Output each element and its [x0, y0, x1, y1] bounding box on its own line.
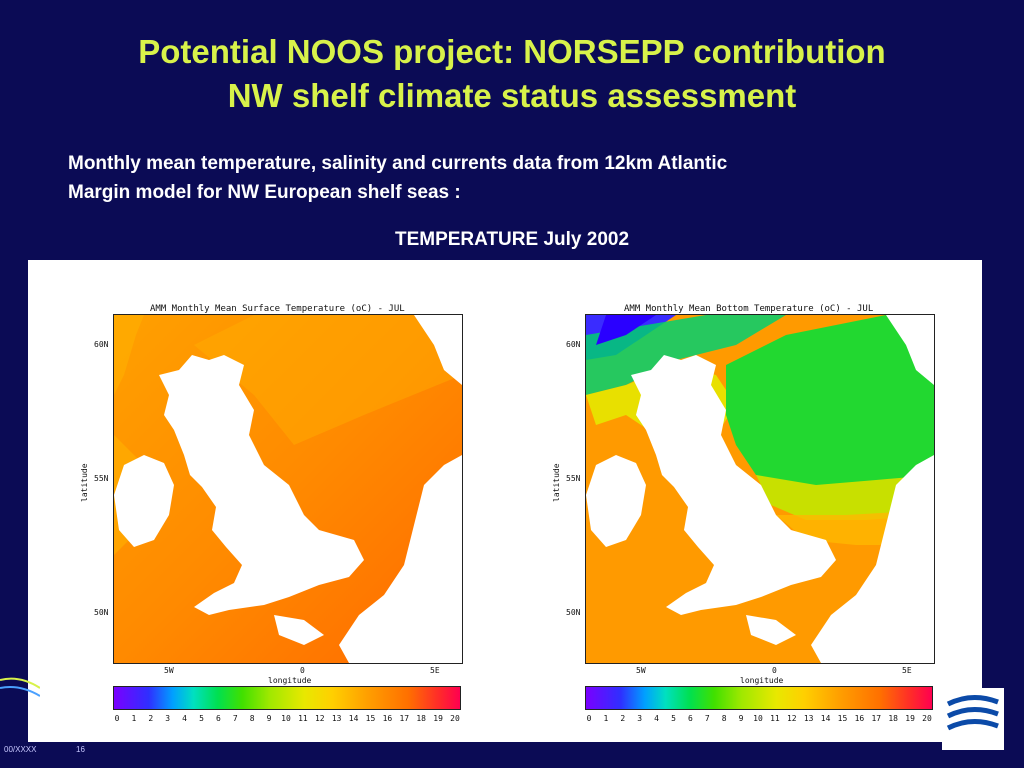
colorbar-tick-label: 10 [753, 714, 763, 723]
colorbar-tick-label: 1 [603, 714, 609, 723]
slide-title-line2: NW shelf climate status assessment [227, 77, 797, 114]
colorbar-tick-label: 19 [433, 714, 443, 723]
right-lon-5w: 5W [636, 666, 646, 675]
colorbar-tick-label: 12 [314, 714, 325, 723]
description-line1: Monthly mean temperature, salinity and c… [68, 153, 728, 174]
section-subtitle: TEMPERATURE July 2002 [394, 229, 630, 250]
colorbar-tick-label: 7 [704, 714, 710, 723]
left-map-xlabel: longitude [268, 676, 312, 685]
colorbar-tick-label: 3 [165, 714, 171, 723]
colorbar-tick-label: 18 [888, 714, 899, 723]
description-line2: Margin model for NW European shelf seas … [68, 182, 461, 203]
colorbar-tick-label: 9 [738, 714, 744, 723]
met-office-logo-text: Met Office [948, 736, 998, 747]
colorbar-tick-label: 2 [620, 714, 626, 723]
left-lon-5e: 5E [430, 666, 440, 675]
colorbar-tick-label: 2 [148, 714, 154, 723]
figure-panel: AMM Monthly Mean Surface Temperature (oC… [28, 260, 982, 742]
colorbar-tick-label: 6 [687, 714, 693, 723]
right-map-ylabel: latitude [552, 463, 561, 502]
colorbar-tick-label: 7 [232, 714, 238, 723]
colorbar-tick-label: 9 [266, 714, 272, 723]
right-map-title: AMM Monthly Mean Bottom Temperature (oC)… [624, 304, 874, 314]
colorbar-tick-label: 11 [770, 714, 780, 723]
right-lat-50n: 50N [566, 608, 581, 617]
left-colorbar [113, 686, 461, 710]
right-colorbar-ticks: 0 1 2 3 4 5 6 7 8 9 10 11 12 13 14 15 16 17 18 19 20 [585, 714, 932, 726]
left-lat-55n: 55N [94, 474, 109, 483]
footer-page-number: 16 [76, 745, 85, 754]
met-office-logo-icon [942, 688, 1004, 750]
colorbar-tick-label: 17 [399, 714, 410, 723]
colorbar-tick-label: 5 [199, 714, 204, 723]
footer-code: 00/XXXX [4, 745, 37, 754]
colorbar-tick-label: 10 [281, 714, 291, 723]
right-colorbar [585, 686, 933, 710]
colorbar-tick-label: 20 [450, 714, 460, 723]
decorative-swoosh-icon [0, 677, 40, 697]
left-lat-50n: 50N [94, 608, 109, 617]
colorbar-tick-label: 17 [871, 714, 882, 723]
colorbar-tick-label: 4 [182, 714, 188, 723]
colorbar-tick-label: 5 [671, 714, 676, 723]
colorbar-tick-label: 15 [365, 714, 376, 723]
colorbar-tick-label: 3 [637, 714, 643, 723]
left-map-ylabel: latitude [80, 463, 89, 502]
colorbar-tick-label: 0 [114, 714, 120, 723]
right-lon-0: 0 [772, 666, 777, 675]
surface-temperature-map [113, 314, 463, 664]
colorbar-tick-label: 19 [905, 714, 915, 723]
colorbar-tick-label: 14 [820, 714, 831, 723]
right-lat-55n: 55N [566, 474, 581, 483]
colorbar-tick-label: 4 [654, 714, 660, 723]
slide-title-line1: Potential NOOS project: NORSEPP contribu… [138, 33, 886, 70]
colorbar-tick-label: 16 [382, 714, 393, 723]
colorbar-tick-label: 13 [331, 714, 342, 723]
colorbar-tick-label: 18 [416, 714, 427, 723]
right-lat-60n: 60N [566, 340, 581, 349]
bottom-temperature-map [585, 314, 935, 664]
colorbar-tick-label: 11 [298, 714, 308, 723]
colorbar-tick-label: 20 [922, 714, 932, 723]
colorbar-tick-label: 0 [586, 714, 592, 723]
colorbar-tick-label: 15 [837, 714, 848, 723]
colorbar-tick-label: 16 [854, 714, 865, 723]
left-lat-60n: 60N [94, 340, 109, 349]
colorbar-tick-label: 1 [131, 714, 137, 723]
colorbar-tick-label: 12 [786, 714, 797, 723]
left-lon-5w: 5W [164, 666, 174, 675]
right-map-xlabel: longitude [740, 676, 784, 685]
colorbar-tick-label: 14 [348, 714, 359, 723]
left-colorbar-ticks: 0 1 2 3 4 5 6 7 8 9 10 11 12 13 14 15 16 17 18 19 20 [113, 714, 460, 726]
right-lon-5e: 5E [902, 666, 912, 675]
colorbar-tick-label: 8 [721, 714, 727, 723]
colorbar-tick-label: 6 [215, 714, 221, 723]
left-lon-0: 0 [300, 666, 305, 675]
left-map-title: AMM Monthly Mean Surface Temperature (oC… [150, 304, 405, 314]
colorbar-tick-label: 13 [803, 714, 814, 723]
colorbar-tick-label: 8 [249, 714, 255, 723]
